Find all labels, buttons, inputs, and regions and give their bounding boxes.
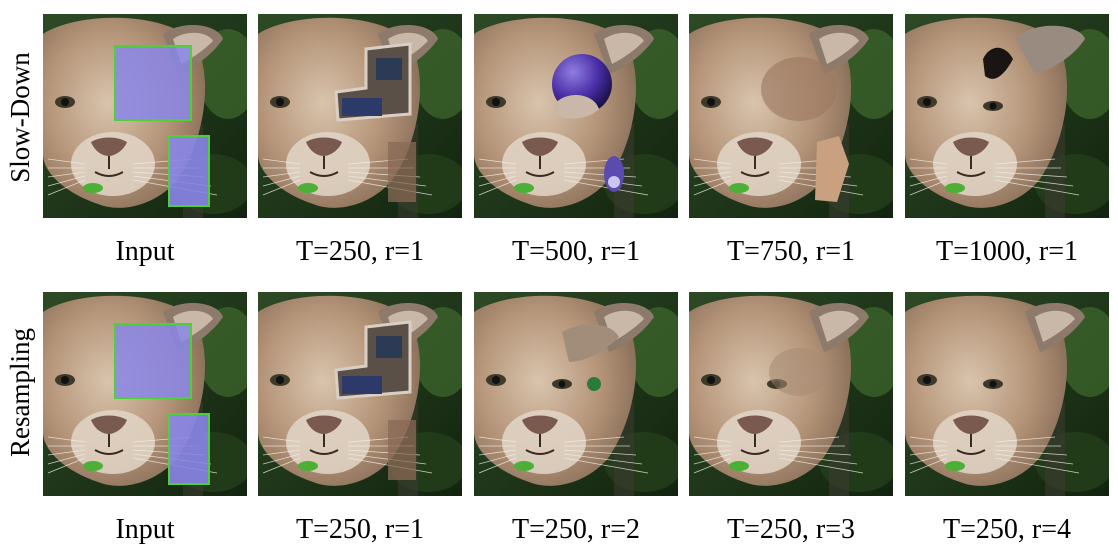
row-label-resampling: Resampling bbox=[0, 282, 40, 502]
cougar-image bbox=[905, 292, 1109, 496]
cougar-image bbox=[474, 292, 678, 496]
cougar-image bbox=[43, 292, 247, 496]
panel-caption: T=1000, r=1 bbox=[935, 236, 1078, 267]
cougar-image bbox=[43, 14, 247, 218]
cougar-image bbox=[474, 14, 678, 218]
panel-caption: T=750, r=1 bbox=[726, 236, 855, 267]
panel-r1-c3 bbox=[689, 292, 893, 496]
panel-caption: T=500, r=1 bbox=[511, 236, 640, 267]
panel-r1-c0 bbox=[43, 292, 247, 496]
panel-r0-c0 bbox=[43, 14, 247, 218]
panel-r1-c4 bbox=[905, 292, 1109, 496]
cougar-image bbox=[689, 292, 893, 496]
cougar-image bbox=[258, 14, 462, 218]
panel-caption: T=250, r=3 bbox=[726, 514, 855, 545]
cougar-image bbox=[258, 292, 462, 496]
panel-r1-c1 bbox=[258, 292, 462, 496]
panel-r0-c3 bbox=[689, 14, 893, 218]
panel-caption: T=250, r=4 bbox=[942, 514, 1071, 545]
cougar-image bbox=[689, 14, 893, 218]
panel-r0-c2 bbox=[474, 14, 678, 218]
row-label-slow-down: Slow-Down bbox=[0, 7, 40, 227]
panel-r0-c4 bbox=[905, 14, 1109, 218]
cougar-image bbox=[905, 14, 1109, 218]
panel-caption: T=250, r=1 bbox=[295, 514, 424, 545]
panel-caption: Input bbox=[115, 514, 175, 545]
panel-caption: T=250, r=1 bbox=[295, 236, 424, 267]
panel-caption: Input bbox=[115, 236, 175, 267]
panel-r0-c1 bbox=[258, 14, 462, 218]
row-label-text: Resampling bbox=[4, 327, 35, 457]
panel-r1-c2 bbox=[474, 292, 678, 496]
panel-caption: T=250, r=2 bbox=[511, 514, 640, 545]
row-label-text: Slow-Down bbox=[4, 51, 35, 183]
